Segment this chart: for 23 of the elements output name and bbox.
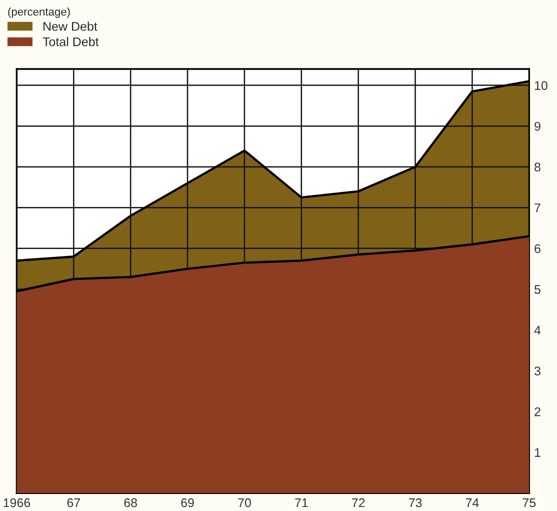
y-tick-label: 4	[534, 326, 541, 335]
legend-label: New Debt	[44, 22, 98, 31]
x-tick-label: 71	[295, 498, 308, 508]
x-tick-label: 75	[522, 498, 536, 508]
legend-label: Total Debt	[42, 37, 99, 46]
x-tick-label: 68	[124, 498, 137, 508]
y-tick-label: 2	[534, 407, 540, 416]
y-tick-label: 10	[534, 81, 548, 90]
x-tick-label: 1966	[4, 498, 30, 508]
y-tick-label: 3	[534, 366, 540, 376]
y-tick-label: 8	[534, 162, 540, 172]
y-tick-label: 6	[534, 244, 540, 254]
y-tick-label: 1	[534, 448, 540, 457]
y-tick-label: 5	[534, 285, 540, 294]
y-tick-label: 7	[534, 204, 540, 212]
x-tick-label: 74	[466, 498, 479, 508]
x-tick-label: 72	[352, 498, 365, 508]
x-tick-label: 69	[181, 498, 194, 508]
y-tick-label: 9	[534, 122, 540, 131]
legend-title: (percentage)	[8, 8, 70, 18]
x-tick-label: 73	[408, 498, 422, 508]
x-tick-label: 70	[238, 498, 251, 508]
x-tick-label: 67	[67, 498, 80, 508]
